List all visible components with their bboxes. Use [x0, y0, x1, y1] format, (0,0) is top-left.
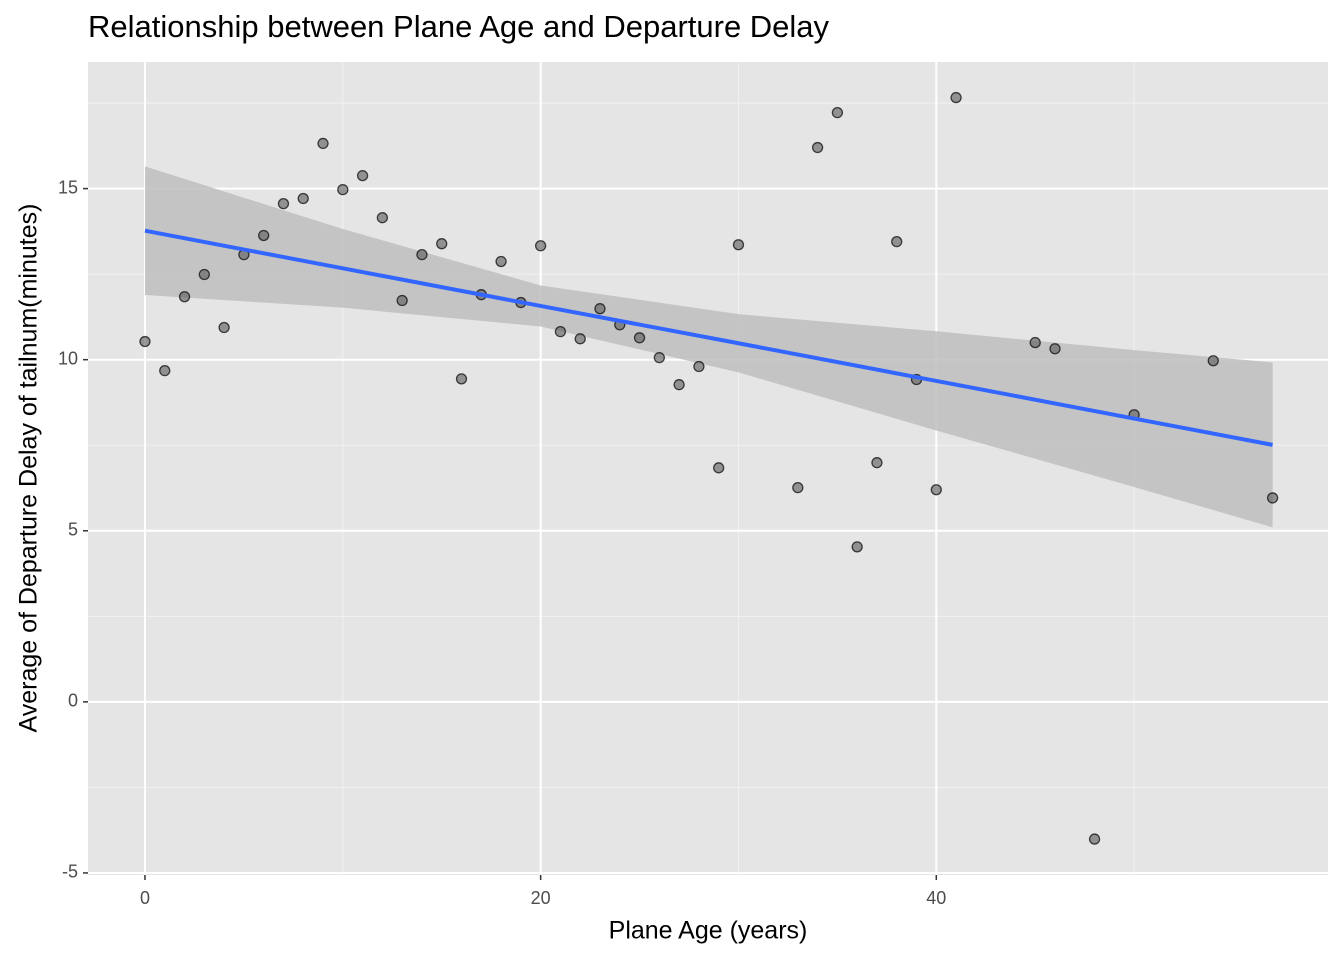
data-point	[534, 240, 547, 252]
data-point	[930, 484, 942, 496]
data-point	[574, 333, 586, 345]
data-point	[356, 169, 369, 182]
data-point	[317, 137, 329, 150]
data-point	[871, 457, 883, 469]
y-tick-label: 0	[68, 691, 78, 711]
data-point	[1088, 833, 1101, 845]
x-tick-label: 40	[926, 888, 946, 908]
data-point	[851, 541, 863, 553]
data-point	[1207, 355, 1219, 367]
data-point	[1049, 343, 1061, 355]
data-point	[1029, 336, 1041, 349]
x-axis-title: Plane Age (years)	[609, 917, 808, 945]
x-tick-label: 0	[140, 888, 150, 908]
data-point	[218, 321, 230, 334]
data-point	[653, 351, 665, 364]
data-point	[277, 198, 290, 210]
data-point	[198, 268, 210, 281]
y-axis-title: Average of Departure Delay of tailnum(mi…	[15, 204, 43, 733]
data-point	[792, 482, 804, 494]
data-point	[732, 239, 745, 251]
data-point	[297, 192, 309, 205]
data-point	[950, 91, 962, 104]
chart-title: Relationship between Plane Age and Depar…	[88, 9, 830, 44]
data-point	[1266, 492, 1279, 504]
data-point	[376, 212, 389, 224]
y-tick-label: 10	[58, 348, 78, 368]
data-point	[159, 364, 171, 377]
data-point	[396, 294, 408, 307]
y-tick-label: 15	[58, 177, 78, 197]
y-tick-label: 5	[68, 520, 78, 540]
data-point	[594, 303, 606, 315]
data-point	[139, 335, 151, 348]
regression-line	[144, 228, 1273, 447]
data-point	[831, 106, 844, 119]
data-point	[633, 332, 646, 344]
data-point	[337, 183, 349, 196]
data-point	[436, 238, 448, 250]
data-point	[673, 379, 685, 391]
data-point	[713, 462, 725, 474]
y-tick-label: -5	[62, 862, 78, 882]
data-point	[554, 325, 567, 338]
data-point	[811, 141, 824, 154]
x-tick-label: 20	[531, 888, 551, 908]
data-point	[178, 291, 191, 303]
data-point	[495, 255, 507, 268]
data-point	[693, 360, 705, 373]
data-point	[416, 248, 428, 261]
data-point	[891, 235, 903, 248]
data-point	[258, 229, 270, 242]
data-point	[455, 373, 468, 385]
